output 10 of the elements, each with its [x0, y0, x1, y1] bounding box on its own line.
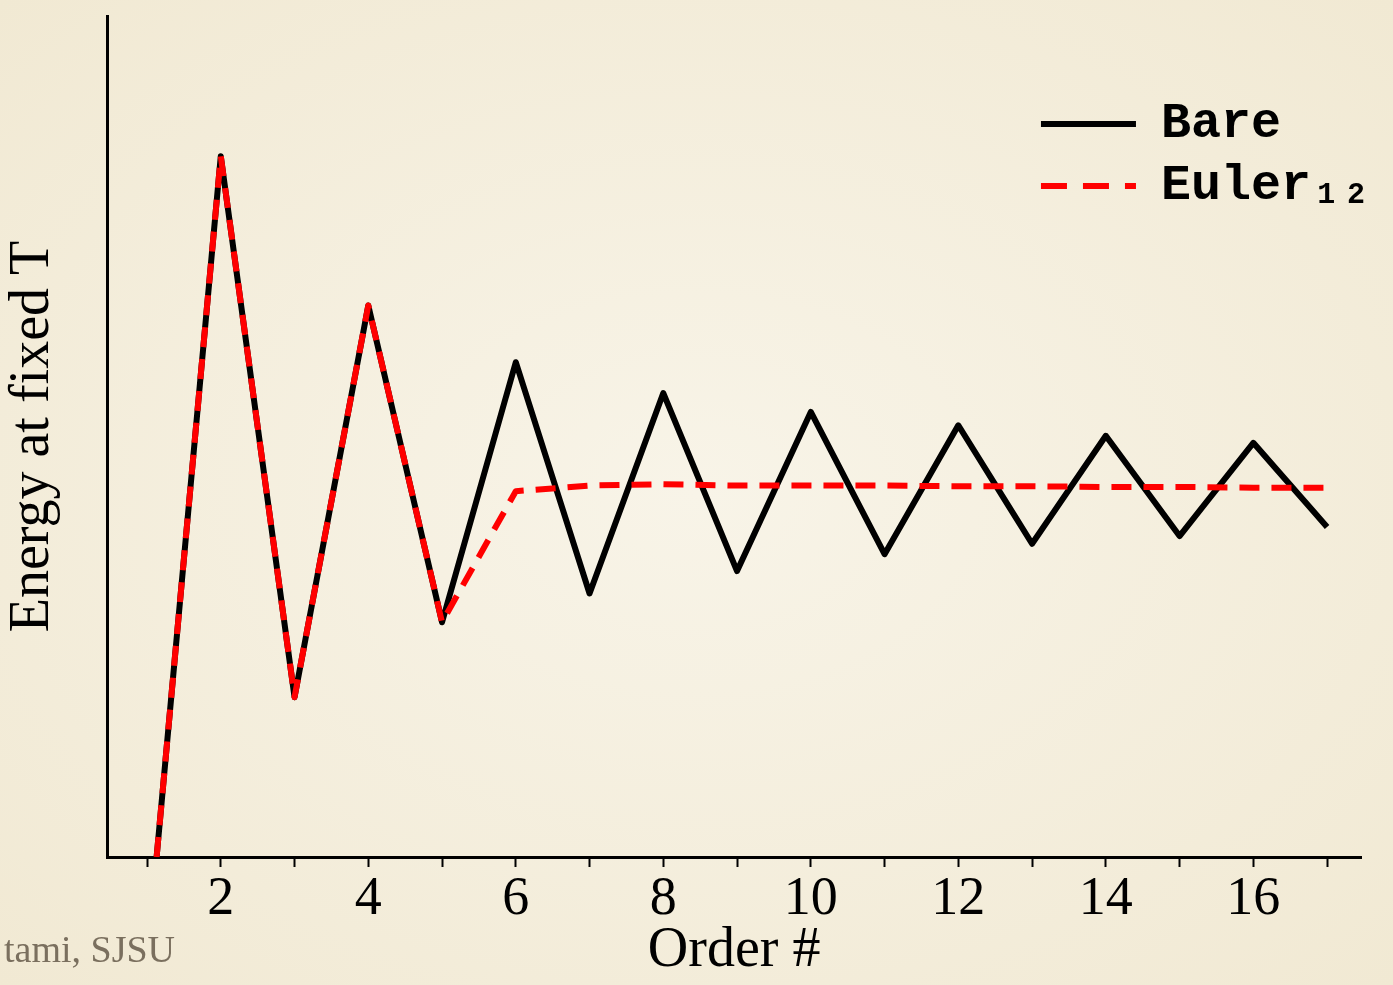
- y-axis-title: Energy at fixed T: [0, 240, 61, 633]
- legend-label: Bare: [1160, 94, 1281, 152]
- x-tick-label: 2: [207, 865, 235, 926]
- x-tick-label: 6: [502, 865, 530, 926]
- text: tami, SJSU: [4, 927, 176, 970]
- x-tick-label: 16: [1226, 865, 1281, 926]
- x-tick-label: 12: [931, 865, 986, 926]
- legend-label: Euler₁₂: [1160, 156, 1372, 214]
- x-tick-label: 14: [1078, 865, 1133, 926]
- x-tick-label: 4: [354, 865, 382, 926]
